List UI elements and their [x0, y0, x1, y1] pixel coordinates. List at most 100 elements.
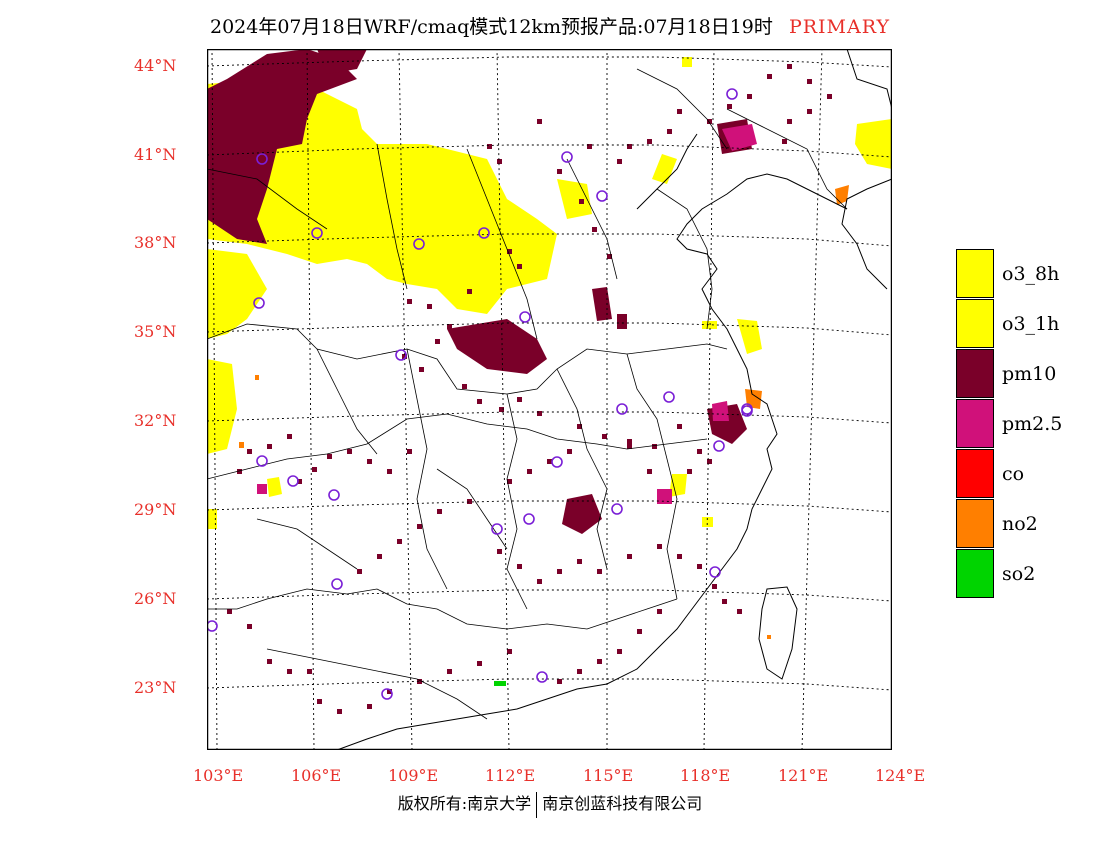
pollution-speckle	[337, 709, 342, 714]
pollution-speckle	[367, 704, 372, 709]
pollution-speckle	[597, 569, 602, 574]
pollution-speckle	[807, 79, 812, 84]
pollution-speckle	[677, 424, 682, 429]
latitude-gridline	[206, 411, 893, 424]
longitude-label: 112°E	[485, 766, 536, 785]
pollution-speckle	[657, 609, 662, 614]
city-marker	[256, 153, 268, 165]
graticule-layer	[206, 48, 898, 751]
pollution-speckle	[727, 104, 732, 109]
city-marker	[413, 238, 425, 250]
pollution-speckle	[537, 411, 542, 416]
pollution-speckle	[357, 569, 362, 574]
pollution-speckle	[247, 624, 252, 629]
pollution-speckle	[782, 139, 787, 144]
city-marker	[311, 227, 323, 239]
legend-item: no2	[956, 499, 1096, 549]
pollution-speckle	[607, 254, 612, 259]
latitude-label: 35°N	[134, 322, 177, 341]
map-title: 2024年07月18日WRF/cmaq模式12km预报产品:07月18日19时 …	[0, 12, 1100, 39]
pollution-speckle	[787, 119, 792, 124]
legend-swatch	[956, 499, 994, 548]
pollution-speckle	[707, 459, 712, 464]
city-marker	[741, 403, 753, 415]
pollution-speckle	[267, 659, 272, 664]
pollution-speckle	[697, 449, 702, 454]
city-marker	[536, 671, 548, 683]
pollution-speckle	[537, 579, 542, 584]
pollution-speckle	[567, 449, 572, 454]
city-marker	[381, 688, 393, 700]
pollution-speckle	[507, 479, 512, 484]
latitude-gridline	[206, 322, 893, 336]
longitude-label: 109°E	[388, 766, 439, 785]
legend-swatch	[956, 249, 994, 298]
pollution-speckle	[417, 679, 422, 684]
city-marker	[519, 311, 531, 323]
boundary-layer	[206, 68, 848, 720]
pollution-speckle	[627, 144, 632, 149]
longitude-gridline	[211, 48, 218, 751]
latitude-label: 44°N	[134, 56, 177, 75]
pollution-speckle	[327, 454, 332, 459]
pollution-speckle	[417, 524, 422, 529]
city-marker	[253, 297, 265, 309]
city-marker	[331, 578, 343, 590]
pollution-speckle	[447, 324, 452, 329]
pollution-speckle	[697, 564, 702, 569]
pollution-speckle	[407, 449, 412, 454]
pollution-speckle	[597, 659, 602, 664]
city-marker	[726, 88, 738, 100]
latitude-label: 23°N	[134, 678, 177, 697]
pollution-speckle	[462, 384, 467, 389]
pollution-speckle	[247, 449, 252, 454]
city-marker	[616, 403, 628, 415]
pollution-speckle	[637, 629, 642, 634]
pollution-speckle	[467, 499, 472, 504]
legend-item: co	[956, 449, 1096, 499]
pollution-speckle	[312, 467, 317, 472]
pollution-speckle	[647, 139, 652, 144]
city-marker	[395, 349, 407, 361]
legend-item: o3_8h	[956, 249, 1096, 299]
latitude-label: 32°N	[134, 411, 177, 430]
pollution-speckle	[577, 559, 582, 564]
pollution-speckle	[707, 119, 712, 124]
pollution-speckle	[547, 459, 552, 464]
legend-label: so2	[1002, 563, 1036, 585]
latitude-label: 41°N	[134, 145, 177, 164]
pollution-speckle	[557, 169, 562, 174]
pollution-speckle	[447, 669, 452, 674]
pollution-speckle	[617, 159, 622, 164]
pollution-speckle	[477, 399, 482, 404]
pollution-speckle	[507, 649, 512, 654]
legend-swatch	[956, 449, 994, 498]
city-marker	[561, 151, 573, 163]
pollution-speckle	[787, 64, 792, 69]
legend-label: co	[1002, 463, 1025, 485]
pollution-speckle	[402, 354, 407, 359]
pollution-speckle	[507, 249, 512, 254]
legend-swatch	[956, 549, 994, 598]
legend-item: pm10	[956, 349, 1096, 399]
pollution-speckle	[437, 509, 442, 514]
pollution-speckle	[807, 109, 812, 114]
latitude-gridline	[206, 144, 893, 158]
legend-label: pm10	[1002, 363, 1057, 385]
latitude-gridline	[206, 56, 893, 68]
legend-swatch	[956, 299, 994, 348]
pollution-speckle	[287, 434, 292, 439]
latitude-gridline	[206, 233, 893, 247]
city-marker-layer	[206, 88, 753, 700]
pollution-speckle	[627, 554, 632, 559]
city-marker	[256, 455, 268, 467]
pollution-speckle	[419, 367, 424, 372]
pollution-speckle	[652, 444, 657, 449]
pollution-speckle	[377, 554, 382, 559]
city-marker	[611, 503, 623, 515]
city-marker	[596, 190, 608, 202]
speckle-layer	[227, 64, 832, 714]
longitude-gridline	[306, 48, 315, 751]
so2-region-layer	[494, 681, 506, 686]
legend-label: o3_1h	[1002, 313, 1060, 335]
